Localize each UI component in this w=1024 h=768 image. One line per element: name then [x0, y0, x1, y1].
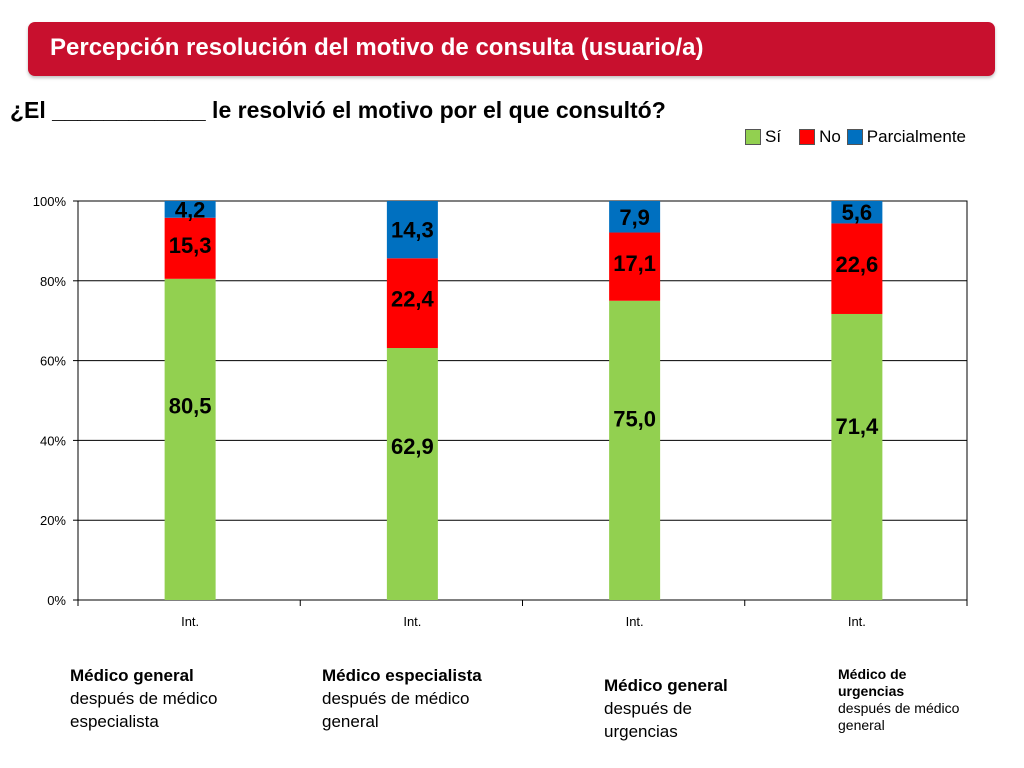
- question-text: ¿El ____________ le resolvió el motivo p…: [10, 97, 666, 123]
- data-label-si: 71,4: [835, 414, 879, 439]
- page-title: Percepción resolución del motivo de cons…: [50, 34, 704, 61]
- data-label-parcialmente: 7,9: [619, 205, 650, 230]
- group-label-2-rest: después de médico general: [322, 689, 470, 731]
- bar-segment-si: [386, 348, 438, 600]
- bar-segment-si: [164, 278, 216, 600]
- data-label-no: 22,4: [391, 287, 435, 312]
- legend-swatch-parcialmente: [846, 129, 863, 145]
- data-label-si: 80,5: [169, 394, 212, 419]
- group-label-3: Médico general después de urgencias: [604, 674, 728, 743]
- legend-label-si: Sí: [765, 127, 782, 146]
- legend-swatch-si: [745, 129, 761, 145]
- data-label-no: 15,3: [169, 233, 212, 258]
- bar-segment-parcialmente: [831, 201, 883, 224]
- legend-item-no: No: [799, 127, 841, 147]
- x-tick-label: Int.: [403, 614, 421, 629]
- legend-item-si: Sí: [745, 127, 781, 147]
- y-tick-label: 40%: [40, 433, 66, 448]
- y-tick-label: 60%: [40, 354, 66, 369]
- bar-segment-parcialmente: [386, 201, 438, 259]
- data-label-si: 75,0: [613, 406, 656, 431]
- y-tick-label: 0%: [47, 593, 66, 608]
- y-tick-label: 80%: [40, 274, 66, 289]
- x-tick-label: Int.: [626, 614, 644, 629]
- group-label-2-bold: Médico especialista: [322, 666, 482, 685]
- group-label-1: Médico general después de médico especia…: [70, 664, 260, 733]
- group-label-3-bold: Médico general: [604, 676, 728, 695]
- legend-swatch-no: [799, 129, 816, 145]
- data-label-no: 22,6: [835, 252, 878, 277]
- y-tick-label: 100%: [33, 194, 67, 209]
- group-label-2: Médico especialista después de médico ge…: [322, 664, 512, 733]
- bar-segment-no: [609, 232, 661, 301]
- y-tick-label: 20%: [40, 513, 66, 528]
- data-label-si: 62,9: [391, 434, 434, 459]
- title-banner: Percepción resolución del motivo de cons…: [28, 22, 995, 76]
- group-label-4-bold: Médico de urgencias: [838, 666, 907, 699]
- group-label-1-rest: después de médico especialista: [70, 689, 218, 731]
- group-label-4: Médico de urgencias después de médico ge…: [838, 666, 963, 734]
- legend-label-parcialmente: Parcialmente: [866, 127, 967, 146]
- bar-segment-si: [831, 313, 883, 600]
- data-label-no: 17,1: [613, 251, 656, 276]
- chart-legend: Sí No Parcialmente: [745, 127, 972, 147]
- bar-segment-si: [609, 300, 661, 600]
- bar-segment-no: [831, 223, 883, 314]
- data-label-parcialmente: 5,6: [842, 200, 873, 225]
- bar-segment-parcialmente: [609, 201, 661, 233]
- group-label-4-rest: después de médico general: [838, 700, 960, 733]
- x-tick-label: Int.: [848, 614, 866, 629]
- group-label-1-bold: Médico general: [70, 666, 194, 685]
- bar-segment-no: [386, 258, 438, 349]
- bar-segment-no: [164, 217, 216, 279]
- legend-label-no: No: [819, 127, 841, 146]
- bar-segment-parcialmente: [164, 201, 216, 218]
- legend-item-parcialmente: Parcialmente: [846, 127, 967, 147]
- group-label-3-rest: después de urgencias: [604, 699, 692, 741]
- data-label-parcialmente: 14,3: [391, 218, 434, 243]
- x-tick-label: Int.: [181, 614, 199, 629]
- data-label-parcialmente: 4,2: [175, 197, 206, 222]
